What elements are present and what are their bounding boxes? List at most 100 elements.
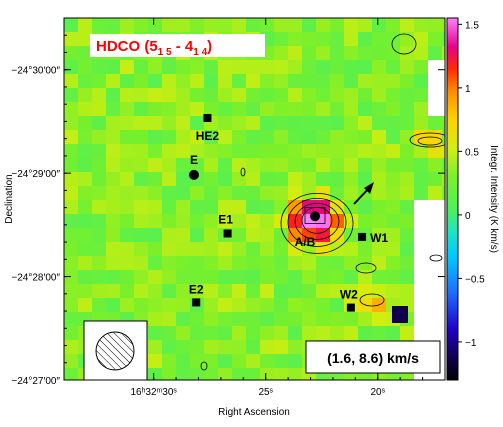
heatmap-pixel [106,88,120,102]
heatmap-pixel [400,158,414,172]
heatmap-pixel [288,60,302,74]
heatmap-pixel [288,74,302,88]
heatmap-pixel [232,326,246,340]
heatmap-pixel [330,326,344,340]
heatmap-pixel [400,60,414,74]
heatmap-pixel [302,256,316,270]
heatmap-pixel [302,242,316,256]
heatmap-pixel [260,88,274,102]
heatmap-pixel [344,46,358,60]
heatmap-pixel [106,158,120,172]
heatmap-pixel [162,284,176,298]
heatmap-pixel [120,74,134,88]
heatmap-pixel [218,172,232,186]
heatmap-pixel [246,354,260,368]
heatmap-pixel [246,158,260,172]
heatmap-pixel [358,60,372,74]
heatmap-pixel [358,312,372,326]
heatmap-pixel [106,214,120,228]
heatmap-pixel [218,256,232,270]
heatmap-pixel [218,200,232,214]
heatmap-pixel [344,116,358,130]
heatmap-pixel [218,144,232,158]
heatmap-pixel [386,172,400,186]
heatmap-pixel [162,312,176,326]
heatmap-pixel [386,214,400,228]
heatmap-pixel [120,200,134,214]
heatmap-pixel [358,18,372,32]
heatmap-pixel [204,144,218,158]
heatmap-pixel [400,326,414,340]
heatmap-pixel [232,116,246,130]
heatmap-pixel [260,74,274,88]
heatmap-pixel [232,340,246,354]
contour-minor [240,167,246,177]
heatmap-pixel [78,200,92,214]
colorbar-label: Integr. Intensity (K km/s) [488,145,499,253]
heatmap-pixel [302,60,316,74]
heatmap-pixel [92,200,106,214]
heatmap-pixel [148,60,162,74]
heatmap-pixel [316,298,330,312]
heatmap-pixel [120,18,134,32]
heatmap-pixel [246,88,260,102]
heatmap-pixel [218,186,232,200]
heatmap-pixel [386,88,400,102]
heatmap-pixel [176,130,190,144]
heatmap-pixel [260,144,274,158]
heatmap-pixel [176,312,190,326]
heatmap-pixel [134,256,148,270]
heatmap-pixel [64,18,78,32]
source-e-marker [188,169,199,180]
heatmap-pixel [218,284,232,298]
heatmap-pixel [64,88,78,102]
heatmap-pixel [92,74,106,88]
heatmap-pixel [400,46,414,60]
heatmap-pixel [288,158,302,172]
heatmap-pixel [232,214,246,228]
source-ab-marker [310,211,321,222]
heatmap-pixel [344,74,358,88]
heatmap-pixel [302,46,316,60]
heatmap-pixel [274,368,288,380]
heatmap-pixel [274,354,288,368]
heatmap-pixel [120,214,134,228]
heatmap-pixel [246,242,260,256]
heatmap-pixel [358,46,372,60]
heatmap-pixel [386,186,400,200]
heatmap-pixel [428,172,442,186]
heatmap-pixel [176,228,190,242]
heatmap-pixel [64,284,78,298]
heatmap-pixel [274,200,288,214]
heatmap-pixel [120,172,134,186]
heatmap-pixel [148,102,162,116]
heatmap-pixel [386,32,400,46]
heatmap-pixel [64,298,78,312]
heatmap-pixel [176,88,190,102]
heatmap-pixel [414,186,428,200]
heatmap-pixel [106,242,120,256]
heatmap-pixel [78,242,92,256]
heatmap-pixel [190,186,204,200]
heatmap-pixel [92,172,106,186]
heatmap-pixel [274,46,288,60]
heatmap-pixel [386,18,400,32]
contour-minor [391,33,417,55]
beam-inset [83,320,148,381]
heatmap-pixel [358,158,372,172]
heatmap-pixel [330,18,344,32]
heatmap-pixel [274,256,288,270]
heatmap-pixel [232,284,246,298]
heatmap-pixel [218,270,232,284]
heatmap-pixel [400,200,414,214]
heatmap-pixel [260,228,274,242]
heatmap-pixel [358,102,372,116]
heatmap-pixel [204,130,218,144]
heatmap-pixel [176,284,190,298]
source-w2-label: W2 [340,288,358,302]
heatmap-pixel [344,158,358,172]
heatmap-pixel [358,326,372,340]
heatmap-pixel [64,172,78,186]
heatmap-pixel [204,102,218,116]
heatmap-pixel [358,144,372,158]
